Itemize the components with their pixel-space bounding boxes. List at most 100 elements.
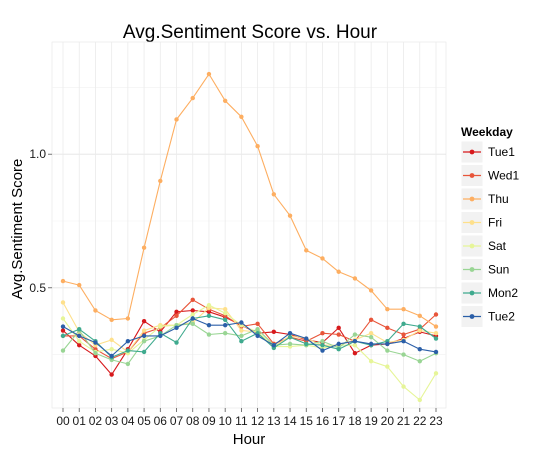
data-point <box>417 397 422 403</box>
x-tick-label: 14 <box>283 414 297 428</box>
data-point <box>174 325 179 331</box>
data-point <box>271 192 277 197</box>
x-tick-label: 00 <box>56 414 70 428</box>
data-point <box>206 313 212 319</box>
data-point <box>174 313 179 319</box>
data-point <box>77 343 82 348</box>
data-point <box>141 349 147 355</box>
legend-item: Tue2 <box>460 305 515 328</box>
data-point <box>433 312 439 317</box>
data-point <box>433 330 439 336</box>
data-point <box>255 321 260 327</box>
legend-label: Thu <box>488 192 509 206</box>
data-point <box>368 359 374 364</box>
data-point <box>109 353 114 359</box>
legend: Weekday Tue1 Wed1 Thu Fri Sat Sun Mon2 Tue2 <box>460 125 519 328</box>
data-point <box>222 330 228 336</box>
data-point <box>109 317 114 323</box>
data-point <box>77 282 82 288</box>
legend-item: Fri <box>460 211 502 234</box>
series-line <box>62 323 437 365</box>
y-axis-ticks: 0.5 1.0 <box>29 147 52 295</box>
data-point <box>239 320 244 325</box>
data-point <box>174 117 179 122</box>
x-tick-label: 02 <box>89 414 103 428</box>
legend-key-point <box>469 243 475 249</box>
data-point <box>255 326 260 332</box>
data-point <box>206 332 212 337</box>
data-point <box>336 341 341 347</box>
data-point <box>190 312 195 317</box>
data-point <box>385 348 390 353</box>
legend-key-point <box>469 267 475 272</box>
data-point <box>352 276 358 281</box>
data-point <box>320 256 325 261</box>
data-point <box>401 352 406 357</box>
data-point <box>401 321 406 327</box>
data-point <box>190 95 195 101</box>
legend-key-point <box>469 149 475 155</box>
data-point <box>336 332 341 337</box>
x-tick-label: 19 <box>364 414 378 428</box>
data-point <box>287 335 293 340</box>
legend-label: Tue1 <box>488 145 515 159</box>
legend-item: Wed1 <box>460 164 519 187</box>
data-point <box>433 324 439 329</box>
data-point <box>368 317 374 323</box>
x-tick-label: 21 <box>397 414 411 428</box>
data-point <box>141 318 147 324</box>
y-tick-label: 0.5 <box>29 281 46 295</box>
data-point <box>287 330 293 336</box>
data-point <box>255 333 260 339</box>
data-point <box>368 288 374 293</box>
data-point <box>320 348 325 353</box>
data-point <box>93 340 98 345</box>
data-point <box>433 349 439 355</box>
data-point <box>141 245 147 250</box>
series-line <box>62 317 437 357</box>
series-tue2 <box>60 316 439 359</box>
legend-key-point <box>469 196 475 202</box>
data-point <box>352 343 358 348</box>
legend-item: Thu <box>460 187 509 211</box>
data-point <box>60 278 66 284</box>
data-point <box>222 322 228 328</box>
data-point <box>401 339 406 344</box>
series-line <box>62 315 437 358</box>
series-thu <box>60 71 439 329</box>
data-point <box>417 328 422 333</box>
data-point <box>304 248 309 253</box>
data-point <box>125 348 131 353</box>
x-tick-label: 17 <box>332 414 346 428</box>
data-point <box>320 330 325 336</box>
data-point <box>336 325 341 331</box>
x-tick-label: 06 <box>154 414 168 428</box>
data-point <box>239 339 244 344</box>
x-tick-label: 07 <box>170 414 184 428</box>
x-tick-label: 15 <box>300 414 314 428</box>
data-point <box>352 332 358 337</box>
series-lines <box>60 71 439 403</box>
data-point <box>368 330 374 336</box>
legend-label: Tue2 <box>488 310 515 324</box>
data-point <box>368 335 374 340</box>
data-point <box>385 306 390 312</box>
data-point <box>304 336 309 341</box>
x-tick-label: 09 <box>202 414 216 428</box>
data-point <box>222 317 228 323</box>
legend-label: Sat <box>488 239 507 253</box>
data-point <box>287 213 293 218</box>
data-point <box>417 324 422 329</box>
data-point <box>287 341 293 347</box>
data-point <box>385 325 390 331</box>
data-point <box>401 384 406 389</box>
chart-title: Avg.Sentiment Score vs. Hour <box>123 22 378 43</box>
data-point <box>77 333 82 339</box>
y-axis-title: Avg.Sentiment Score <box>9 159 26 300</box>
data-point <box>401 306 406 312</box>
data-point <box>93 308 98 313</box>
x-tick-label: 12 <box>251 414 265 428</box>
data-point <box>125 361 131 367</box>
data-point <box>206 71 212 77</box>
data-point <box>271 329 277 335</box>
